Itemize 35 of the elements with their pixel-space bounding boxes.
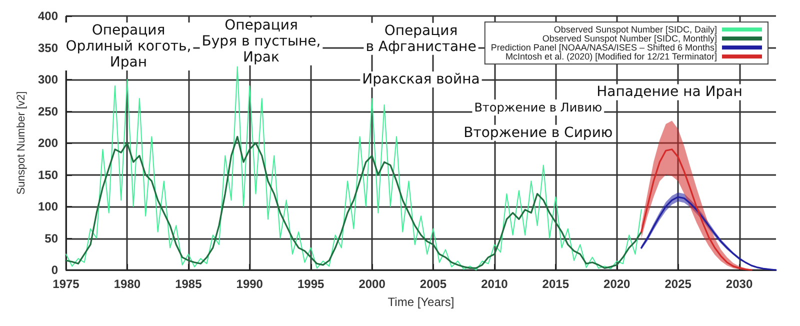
x-tick-label: 1975 xyxy=(52,277,80,291)
y-tick-label: 150 xyxy=(38,168,58,182)
legend-label: Observed Sunspot Number [SIDC, Daily] xyxy=(554,24,717,34)
x-tick-label: 1985 xyxy=(175,277,202,291)
y-axis-title: Sunspot Number [v2] xyxy=(16,91,28,195)
x-tick-label: 2030 xyxy=(726,277,753,291)
y-tick-label: 300 xyxy=(38,72,58,86)
legend-label: Prediction Panel [NOAA/NASA/ISES – Shifted 6 Months] xyxy=(490,42,717,52)
x-tick-label: 2000 xyxy=(358,277,386,291)
annotation: Операция в Афганистане xyxy=(366,22,476,55)
y-tick-label: 350 xyxy=(38,40,58,55)
legend-label: McIntosh et al. (2020) [Modified for 12/21 Terminator] xyxy=(506,52,717,62)
x-tick-label: 1990 xyxy=(236,277,264,291)
x-tick-label: 2020 xyxy=(604,277,631,291)
annotation: Операция Буря в пустыне, Ирак xyxy=(202,17,321,66)
annotation: Вторжение в Сирию xyxy=(464,124,613,141)
y-tick-label: 50 xyxy=(44,231,58,246)
x-tick-label: 2015 xyxy=(542,277,570,291)
annotation: Нападение на Иран xyxy=(596,84,742,100)
x-tick-label: 2005 xyxy=(420,277,447,291)
annotation: Вторжение в Ливию xyxy=(474,100,602,114)
y-tick-label: 0 xyxy=(51,263,58,277)
y-tick-label: 250 xyxy=(38,104,58,118)
annotation: Иракская война xyxy=(362,72,480,88)
x-tick-label: 1995 xyxy=(297,277,324,291)
annotation: Операция Орлиный коготь, Иран xyxy=(66,22,192,70)
y-tick-label: 100 xyxy=(38,200,58,214)
x-tick-label: 2025 xyxy=(664,277,692,291)
y-tick-label: 400 xyxy=(38,9,58,23)
y-tick-label: 200 xyxy=(38,136,58,150)
x-tick-label: 1980 xyxy=(114,277,141,291)
x-axis-title: Time [Years] xyxy=(388,295,454,309)
x-tick-label: 2010 xyxy=(481,277,508,291)
line-series xyxy=(640,148,752,271)
legend-label: Observed Sunspot Number [SIDC, Monthly] xyxy=(542,34,717,44)
